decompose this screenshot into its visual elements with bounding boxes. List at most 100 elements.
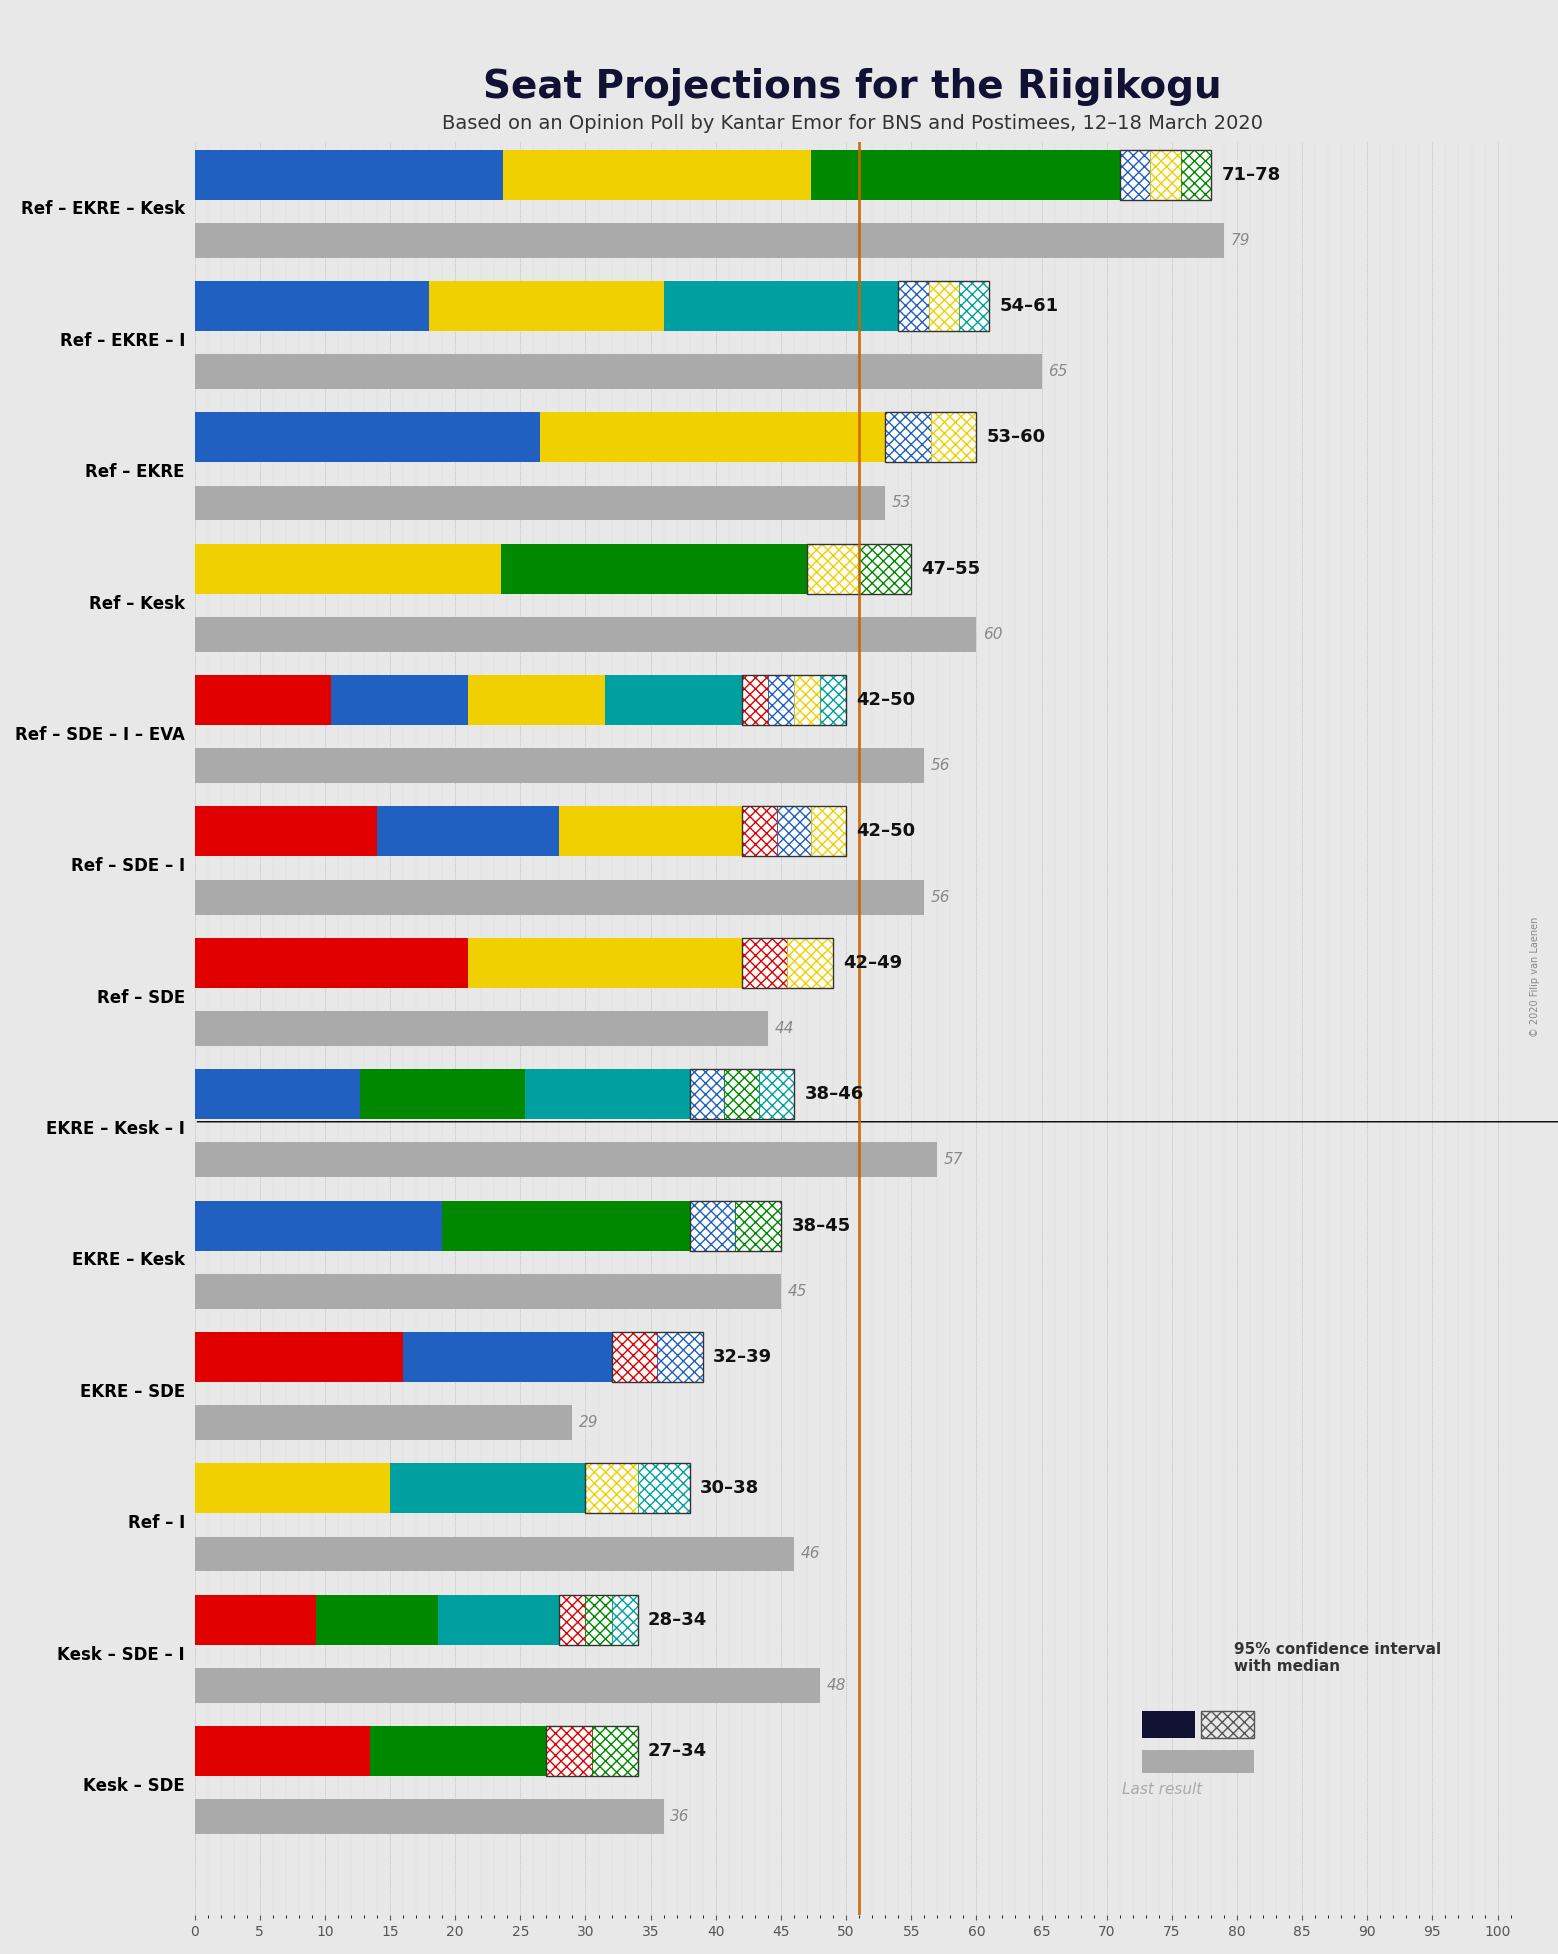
Bar [195,485,885,520]
Bar [690,1069,724,1120]
Text: 45: 45 [787,1284,807,1299]
Bar [605,674,742,725]
Bar [332,674,469,725]
Bar [742,674,846,725]
Bar [195,281,428,330]
Bar [812,807,846,856]
Bar [195,674,332,725]
Bar [929,281,960,330]
Text: 32–39: 32–39 [714,1348,773,1366]
Bar [195,1333,404,1381]
Bar [195,150,503,199]
Bar [885,412,977,463]
Bar [586,1464,690,1512]
Bar [612,1594,637,1645]
Bar [390,1464,586,1512]
Bar [858,543,911,594]
Bar [316,1594,438,1645]
Text: 65: 65 [1049,363,1067,379]
Bar [195,1274,781,1309]
Bar [690,1069,795,1120]
Bar [195,879,924,914]
Bar [742,938,834,989]
Bar [759,1069,795,1120]
Bar [195,748,924,784]
Bar [735,1200,781,1251]
Bar [500,543,807,594]
Text: Last result: Last result [1122,1782,1201,1798]
Bar [612,1333,657,1381]
Bar [195,354,1042,389]
Bar [547,1725,592,1776]
Text: 47–55: 47–55 [922,559,982,578]
Bar [195,807,377,856]
Bar [637,1464,690,1512]
Bar [541,412,885,463]
Bar [586,1464,637,1512]
Text: 46: 46 [801,1546,820,1561]
Bar [930,412,977,463]
Bar [547,1725,637,1776]
Bar [742,807,776,856]
Bar [404,1333,612,1381]
Bar [559,1594,586,1645]
Bar [525,1069,690,1120]
Text: 53–60: 53–60 [986,428,1045,446]
Text: 44: 44 [774,1022,795,1036]
Bar [1142,1751,1254,1774]
Text: 42–50: 42–50 [857,823,916,840]
Text: © 2020 Filip van Laenen: © 2020 Filip van Laenen [1530,916,1539,1038]
Bar [637,1464,690,1512]
Bar [690,1200,735,1251]
Text: 28–34: 28–34 [648,1610,707,1630]
Bar [371,1725,547,1776]
Bar [195,1143,938,1178]
Bar [885,412,930,463]
Bar [820,674,846,725]
Bar [742,807,776,856]
Bar [195,1010,768,1045]
Text: 79: 79 [1231,233,1250,248]
Bar [360,1069,525,1120]
Bar [195,938,469,989]
Bar [469,674,605,725]
Text: 29: 29 [580,1415,598,1430]
Bar [768,674,795,725]
Text: 38–46: 38–46 [804,1084,863,1104]
Bar [428,281,664,330]
Text: 54–61: 54–61 [1000,297,1059,315]
Bar [1150,150,1181,199]
Bar [503,150,812,199]
Bar [742,674,768,725]
Bar [195,1536,795,1571]
Bar [195,1594,316,1645]
Bar [195,1800,664,1835]
Bar [195,543,500,594]
Text: 38–45: 38–45 [791,1217,851,1235]
Bar [1120,150,1150,199]
Bar [664,281,899,330]
Bar [657,1333,703,1381]
Bar [807,543,858,594]
Bar [787,938,834,989]
Bar [885,412,930,463]
Text: 71–78: 71–78 [1221,166,1281,184]
Bar [812,807,846,856]
Bar [612,1333,657,1381]
Bar [768,674,795,725]
Bar [776,807,812,856]
Text: 95% confidence interval
with median: 95% confidence interval with median [1234,1641,1441,1675]
Bar [377,807,559,856]
Bar [807,543,911,594]
Text: 60: 60 [983,627,1002,641]
Text: 30–38: 30–38 [700,1479,759,1497]
Bar [195,617,977,653]
Bar [742,938,787,989]
Bar [960,281,989,330]
Bar [1181,150,1211,199]
Bar [690,1200,735,1251]
Bar [657,1333,703,1381]
Bar [1201,1712,1254,1737]
Bar [195,412,541,463]
Bar [559,1594,586,1645]
